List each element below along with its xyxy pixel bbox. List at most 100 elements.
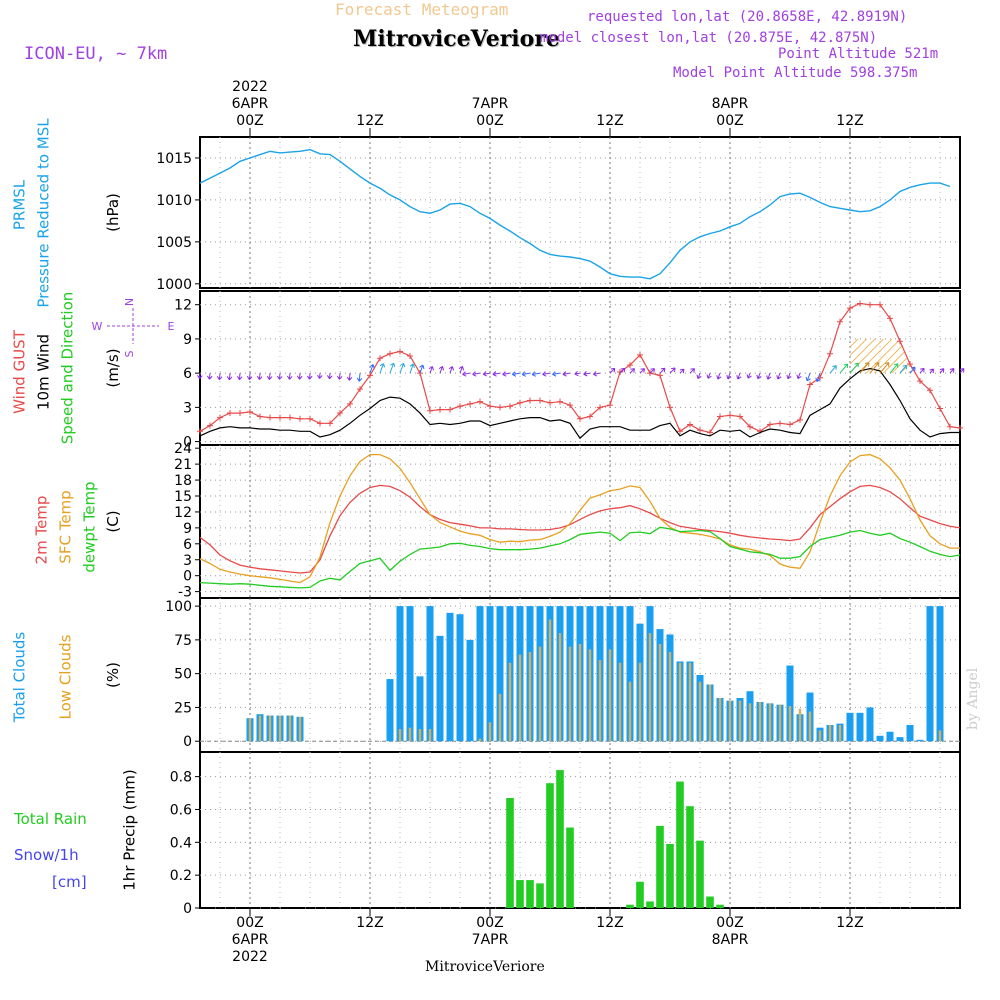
- y-tick-label: 0: [183, 569, 192, 585]
- wind-arrow-head: [671, 367, 676, 373]
- wind-arrow-head: [511, 371, 517, 377]
- gust-marker: [737, 413, 743, 420]
- compass-cross: [107, 308, 159, 344]
- wind-arrow-head: [610, 367, 616, 373]
- low-cloud-bar: [698, 681, 702, 742]
- gust-marker: [827, 350, 833, 357]
- precip-bar: [506, 797, 514, 908]
- gust-marker: [377, 355, 383, 362]
- y-tick-label: -3: [178, 585, 192, 601]
- low-cloud-bar: [648, 633, 652, 742]
- label-total-clouds: Total Clouds: [10, 631, 29, 723]
- gust-marker: [587, 413, 593, 420]
- gust-marker: [277, 414, 283, 421]
- wind-arrow-head: [482, 371, 488, 377]
- gust-marker: [667, 404, 673, 411]
- wind-arrow-head: [256, 375, 263, 380]
- legend-snow-unit: [cm]: [52, 873, 87, 891]
- wind-arrow-head: [472, 371, 477, 377]
- gust-marker: [877, 301, 883, 308]
- top-time-label: 12Z: [356, 113, 384, 129]
- gust-marker: [657, 372, 663, 379]
- wind-arrow: [747, 372, 751, 379]
- wind-arrow-head: [552, 371, 557, 377]
- low-cloud-bar: [798, 708, 802, 742]
- label-sfc-temp: SFC Temp: [56, 490, 75, 564]
- label-10m-wind: 10m Wind: [34, 333, 53, 411]
- wind-arrow-head: [583, 371, 588, 377]
- total-cloud-bar: [396, 606, 404, 742]
- wind-arrow: [288, 373, 291, 380]
- wind-arrow: [639, 368, 645, 374]
- wind-arrow-head: [206, 375, 213, 380]
- wind-arrow: [268, 373, 271, 380]
- low-cloud-bar: [478, 738, 482, 742]
- top-time-label: 12Z: [596, 113, 624, 129]
- wind-arrow: [459, 366, 463, 374]
- wind-arrow-head: [296, 375, 303, 380]
- wind-arrow: [502, 372, 511, 375]
- wind-arrow-head: [959, 368, 965, 373]
- wind-arrow-head: [679, 368, 685, 374]
- gust-marker: [527, 397, 533, 404]
- total-cloud-bar: [406, 606, 414, 742]
- total-cloud-bar: [846, 712, 854, 742]
- gust-marker: [697, 427, 703, 434]
- wind-arrow-head: [893, 363, 899, 368]
- wind-arrow: [679, 368, 685, 374]
- gust-marker: [227, 410, 233, 417]
- wind-arrow-head: [390, 362, 396, 368]
- wind-arrow: [228, 373, 231, 380]
- gust-marker: [807, 381, 813, 388]
- gust-marker: [327, 420, 333, 427]
- low-cloud-bar: [678, 662, 682, 742]
- wind-arrow: [522, 372, 531, 376]
- low-cloud-bar: [618, 662, 622, 742]
- precip-bar: [656, 825, 664, 908]
- wind-arrow: [472, 372, 481, 375]
- wind-arrow: [429, 366, 433, 374]
- sfc-temp-line: [199, 453, 960, 584]
- wind-arrow: [308, 373, 311, 380]
- compass-e: E: [168, 320, 175, 333]
- y-tick-label: 6: [183, 537, 192, 553]
- gust-marker: [367, 372, 373, 379]
- wind-arrow: [797, 372, 801, 379]
- wind-arrow-head: [854, 362, 859, 368]
- precip-bar: [516, 880, 524, 908]
- wind-arrow-head: [929, 368, 934, 374]
- wind-arrow-head: [884, 362, 890, 367]
- wind-arrow: [949, 368, 955, 374]
- label-speed-direction: Speed and Direction: [58, 291, 77, 445]
- compass-n: N: [123, 298, 136, 306]
- precip-bar: [536, 883, 544, 908]
- y-tick-label: 0.6: [170, 802, 192, 818]
- wind-arrow-head: [306, 375, 313, 380]
- low-cloud-bar: [688, 662, 692, 742]
- low-cloud-bar: [558, 633, 562, 742]
- y-tick-label: 0: [183, 901, 192, 917]
- y-tick-label: 1005: [156, 235, 192, 251]
- label-wind-gust: Wind GUST: [10, 330, 29, 414]
- wind-arrow: [462, 372, 471, 375]
- total-cloud-bar: [476, 606, 484, 742]
- gust-marker: [617, 368, 623, 375]
- forecast-label: Forecast Meteogram: [335, 0, 509, 19]
- wind-arrow-head: [246, 376, 253, 381]
- wind-arrow-head: [317, 374, 323, 379]
- gust-marker: [837, 318, 843, 325]
- wind-arrow: [737, 372, 741, 380]
- gust-marker: [917, 378, 923, 385]
- wind-arrow-head: [502, 371, 507, 377]
- top-time-label: 00Z: [236, 113, 264, 129]
- wind-arrow-head: [949, 368, 955, 373]
- low-cloud-bar: [818, 730, 822, 742]
- wind-arrow: [869, 362, 880, 374]
- gust-marker: [247, 408, 253, 415]
- wind-arrow: [238, 373, 241, 380]
- wind-arrow: [369, 364, 374, 374]
- wind-arrow-head: [746, 374, 752, 379]
- label-prmsl: PRMSL: [10, 179, 29, 231]
- low-cloud-bar: [638, 662, 642, 742]
- total-cloud-bar: [436, 635, 444, 742]
